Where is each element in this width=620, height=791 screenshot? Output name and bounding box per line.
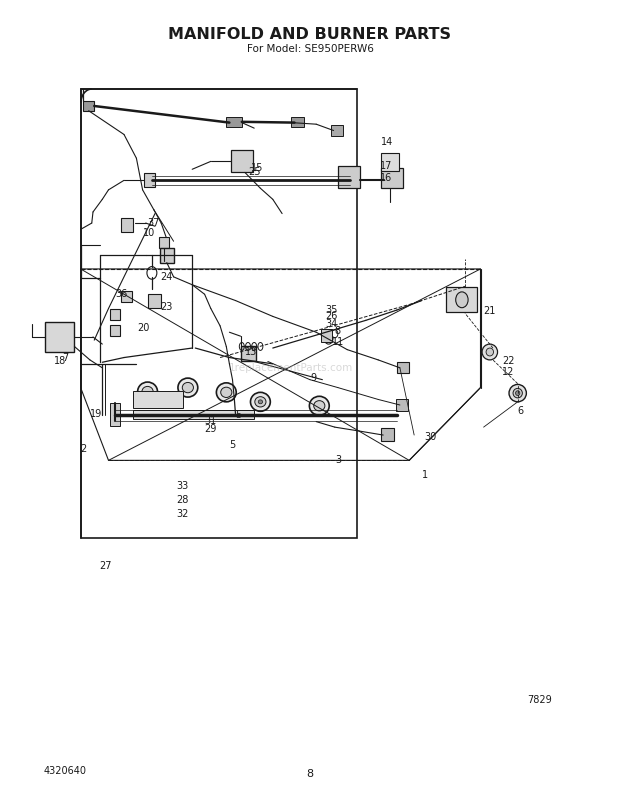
Bar [133, 410, 254, 419]
Text: 13: 13 [245, 347, 257, 357]
Text: 36: 36 [115, 290, 128, 299]
Text: 24: 24 [160, 272, 172, 282]
Ellipse shape [142, 386, 153, 397]
Text: 3: 3 [335, 456, 341, 465]
Text: 1: 1 [422, 470, 428, 479]
Bar [446, 287, 477, 312]
Text: 1replacementParts.com: 1replacementParts.com [229, 363, 353, 373]
Ellipse shape [178, 378, 198, 397]
Text: 23: 23 [160, 302, 172, 312]
Text: 19: 19 [90, 410, 102, 419]
Text: 4320640: 4320640 [43, 766, 86, 776]
Bar [381, 153, 399, 171]
Text: 27: 27 [99, 561, 112, 570]
Ellipse shape [255, 397, 266, 407]
Text: 28: 28 [177, 495, 189, 505]
Text: 10: 10 [143, 228, 155, 237]
Bar [381, 168, 403, 188]
Ellipse shape [216, 383, 236, 402]
Text: 5: 5 [229, 440, 236, 449]
Text: 21: 21 [484, 306, 496, 316]
Bar [110, 325, 120, 336]
Text: 20: 20 [138, 324, 150, 333]
Text: 37: 37 [147, 218, 159, 228]
Text: 17: 17 [380, 161, 392, 171]
Bar [144, 173, 155, 187]
Text: 8: 8 [306, 769, 314, 778]
Bar [241, 346, 256, 361]
Ellipse shape [509, 384, 526, 402]
Ellipse shape [513, 388, 522, 398]
Text: 32: 32 [177, 509, 189, 519]
Ellipse shape [486, 348, 494, 356]
Text: 9: 9 [310, 373, 316, 383]
Text: 6: 6 [518, 407, 524, 416]
Ellipse shape [314, 400, 325, 411]
Ellipse shape [482, 344, 497, 360]
Text: 7829: 7829 [527, 695, 552, 705]
Text: 12: 12 [502, 367, 515, 377]
Bar [121, 291, 132, 302]
Bar [159, 237, 169, 248]
Bar [121, 218, 133, 232]
Ellipse shape [138, 382, 157, 401]
Circle shape [456, 292, 468, 308]
Ellipse shape [250, 392, 270, 411]
Text: 7: 7 [62, 353, 68, 362]
Bar [45, 322, 74, 352]
Bar [331, 125, 343, 136]
Bar [381, 428, 394, 441]
Text: 22: 22 [502, 357, 515, 366]
Ellipse shape [182, 382, 193, 392]
Bar [148, 294, 161, 308]
Bar [396, 399, 408, 411]
Text: 14: 14 [381, 138, 394, 147]
Bar [160, 248, 174, 263]
Text: 5: 5 [236, 411, 242, 420]
Bar [110, 403, 120, 426]
Bar [397, 362, 409, 373]
Text: 35: 35 [326, 305, 338, 315]
Text: 18: 18 [54, 357, 66, 366]
Text: 33: 33 [177, 482, 189, 491]
Text: 11: 11 [332, 337, 344, 346]
Bar [83, 101, 94, 111]
Text: MANIFOLD AND BURNER PARTS: MANIFOLD AND BURNER PARTS [169, 28, 451, 42]
Text: 30: 30 [425, 432, 437, 441]
Text: 15: 15 [251, 163, 264, 172]
Ellipse shape [309, 396, 329, 415]
Text: 34: 34 [326, 320, 338, 329]
Text: 2: 2 [81, 445, 87, 454]
Bar [226, 117, 242, 127]
Bar [291, 117, 304, 127]
Bar [133, 391, 183, 408]
Ellipse shape [221, 387, 232, 397]
Text: 8: 8 [335, 326, 341, 335]
Text: 26: 26 [326, 312, 338, 321]
Ellipse shape [515, 391, 520, 396]
Bar [110, 309, 120, 320]
Ellipse shape [258, 399, 263, 403]
Text: 31: 31 [205, 416, 217, 426]
Text: 25: 25 [248, 168, 260, 177]
Text: 29: 29 [205, 424, 217, 433]
Text: For Model: SE950PERW6: For Model: SE950PERW6 [247, 44, 373, 54]
Bar [338, 166, 360, 188]
Bar [231, 150, 253, 172]
Text: 16: 16 [380, 173, 392, 183]
Bar [321, 329, 332, 342]
